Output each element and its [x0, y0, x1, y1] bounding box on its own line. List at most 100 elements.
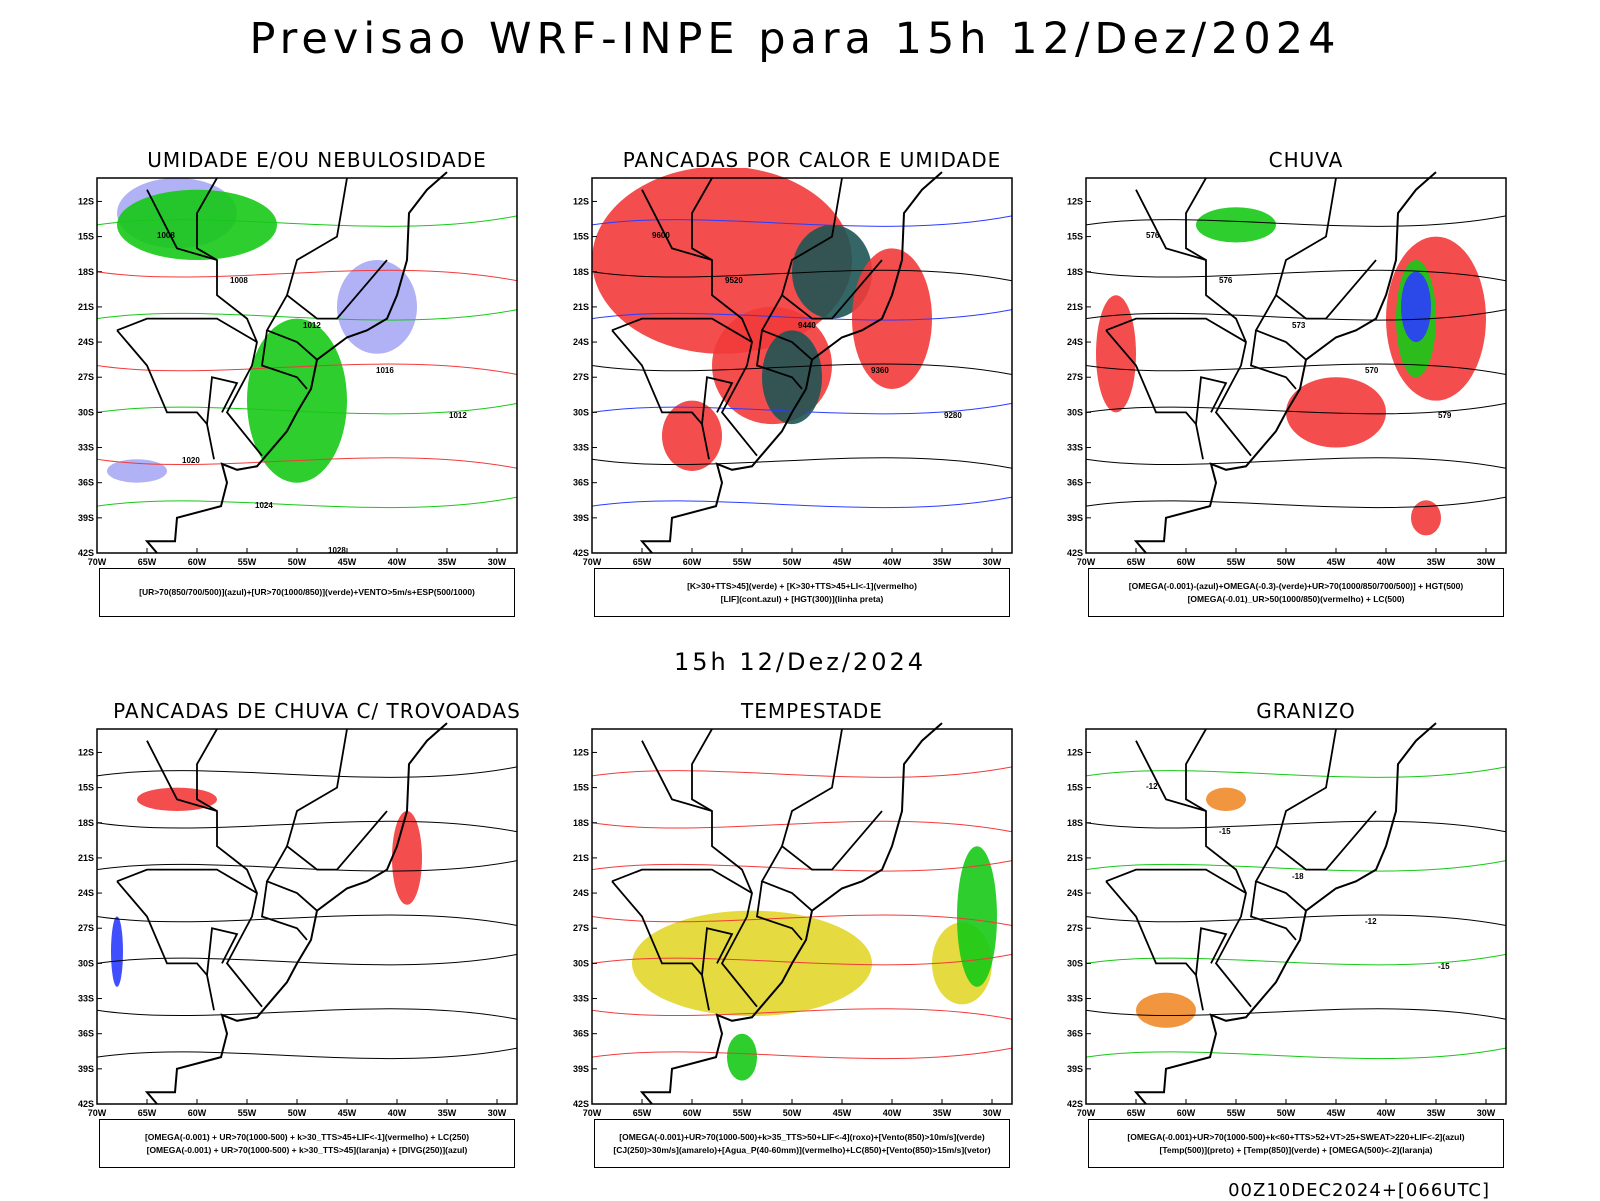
lon-label: 70W	[1077, 557, 1096, 567]
contour-line	[591, 1047, 1013, 1060]
shaded-area	[957, 846, 997, 987]
contour-line	[1085, 457, 1507, 469]
lat-label: 36S	[573, 478, 589, 488]
lon-label: 50W	[1277, 557, 1296, 567]
legend-line: [LIF](cont.azul) + [HGT(300)](linha pret…	[720, 593, 884, 604]
lat-label: 39S	[573, 513, 589, 523]
contour-label: 570	[1365, 366, 1379, 375]
map-frame	[96, 728, 518, 1105]
lon-label: 60W	[188, 1108, 207, 1118]
panel-pancadas-calor: PANCADAS POR CALOR E UMIDADE 9600 9520 944…	[562, 148, 1062, 618]
contour-label: 1012	[303, 321, 321, 330]
legend-line: [OMEGA(-0.01)_UR>50(1000/850)(vermelho) …	[1187, 593, 1405, 604]
lon-label: 70W	[583, 557, 602, 567]
shaded-area	[592, 168, 852, 354]
lat-label: 42S	[573, 1099, 589, 1109]
lat-label: 39S	[573, 1064, 589, 1074]
shaded-area	[337, 260, 417, 354]
contour-label: -12	[1146, 782, 1158, 791]
lon-label: 35W	[933, 1108, 952, 1118]
coastline	[1133, 722, 1437, 1105]
country-border	[265, 294, 318, 361]
lat-label: 39S	[78, 513, 94, 523]
country-border	[701, 376, 734, 460]
lon-label: 50W	[288, 1108, 307, 1118]
lat-label: 12S	[78, 747, 94, 757]
shaded-area	[392, 811, 422, 905]
contour-label: 576	[1219, 276, 1233, 285]
contour-label: 1020	[182, 456, 200, 465]
lon-label: 70W	[583, 1108, 602, 1118]
legend-line: [Temp(500)](preto) + [Temp(850)](verde) …	[1159, 1144, 1433, 1155]
main-title: Previsao WRF-INPE para 15h 12/Dez/2024	[249, 14, 1341, 64]
lat-label: 24S	[573, 337, 589, 347]
lat-label: 21S	[78, 853, 94, 863]
lon-label: 30W	[1477, 1108, 1496, 1118]
contour-line	[1085, 363, 1507, 375]
map-frame	[591, 728, 1013, 1105]
coastline	[144, 722, 448, 1105]
lat-label: 42S	[1067, 548, 1083, 558]
country-border	[116, 868, 258, 894]
lat-label: 21S	[1067, 853, 1083, 863]
contour-line	[1085, 269, 1507, 282]
lon-label: 60W	[1177, 1108, 1196, 1118]
country-border	[285, 728, 388, 871]
contour-line	[1085, 914, 1507, 926]
lat-label: 12S	[78, 196, 94, 206]
country-border	[1135, 740, 1207, 812]
lat-label: 33S	[1067, 994, 1083, 1004]
contour-label: 1028	[328, 546, 346, 555]
lon-label: 60W	[188, 557, 207, 567]
contour-line	[591, 914, 1013, 926]
contour-line	[591, 309, 1013, 321]
country-border	[1254, 845, 1307, 912]
contour-label: 9600	[652, 231, 670, 240]
contour-line	[591, 1008, 1013, 1020]
lon-label: 30W	[983, 557, 1002, 567]
contour-label: 579	[1438, 411, 1452, 420]
lon-label: 40W	[1377, 557, 1396, 567]
country-border	[146, 740, 218, 812]
contour-label: 1012	[449, 411, 467, 420]
country-border	[1105, 868, 1247, 894]
panel-umidade: UMIDADE E/OU NEBULOSIDADE 1008 1008 1012 10…	[67, 148, 567, 618]
contour-line	[96, 269, 518, 282]
legend-line: [OMEGA(-0.001)-(azul)+OMEGA(-0.3)-(verde…	[1128, 580, 1464, 591]
lat-label: 12S	[1067, 196, 1083, 206]
contour-line	[96, 363, 518, 375]
shaded-area	[111, 916, 123, 987]
legend-box: [OMEGA(-0.001)-(azul)+OMEGA(-0.3)-(verde…	[1088, 568, 1504, 617]
lon-label: 60W	[1177, 557, 1196, 567]
contour-line	[96, 457, 518, 469]
lat-label: 39S	[78, 1064, 94, 1074]
panel-granizo: GRANIZO -12 -15 -18 -12 -15 12S 15S 18S 21S 24S 27…	[1056, 699, 1556, 1169]
shaded-area	[632, 910, 872, 1017]
lat-label: 42S	[573, 548, 589, 558]
lon-label: 45W	[338, 557, 357, 567]
legend-line: [K>30+TTS>45](verde) + [K>30+TTS>45+LI<-…	[687, 580, 917, 591]
contour-line	[1085, 215, 1507, 227]
lat-label: 33S	[1067, 443, 1083, 453]
lat-label: 21S	[1067, 302, 1083, 312]
country-border	[1105, 329, 1197, 425]
shaded-area	[727, 1033, 757, 1081]
lon-label: 30W	[488, 557, 507, 567]
contour-line	[1085, 1047, 1507, 1060]
lon-label: 55W	[1227, 1108, 1246, 1118]
legend-line: [UR>70(850/700/500)](azul)+[UR>70(1000/8…	[139, 587, 475, 597]
panel-chuva: CHUVA 576 576 573 570 579 12S 15S 18S 21S 24S 27S 3…	[1056, 148, 1556, 618]
lat-label: 18S	[1067, 818, 1083, 828]
lat-label: 42S	[78, 1099, 94, 1109]
lat-label: 27S	[78, 923, 94, 933]
lat-label: 30S	[78, 407, 94, 417]
country-border	[611, 880, 703, 976]
lat-label: 27S	[1067, 923, 1083, 933]
lat-label: 30S	[573, 407, 589, 417]
lat-label: 24S	[78, 888, 94, 898]
lat-label: 12S	[573, 196, 589, 206]
lat-label: 21S	[573, 853, 589, 863]
lat-label: 33S	[573, 443, 589, 453]
country-border	[261, 881, 308, 941]
